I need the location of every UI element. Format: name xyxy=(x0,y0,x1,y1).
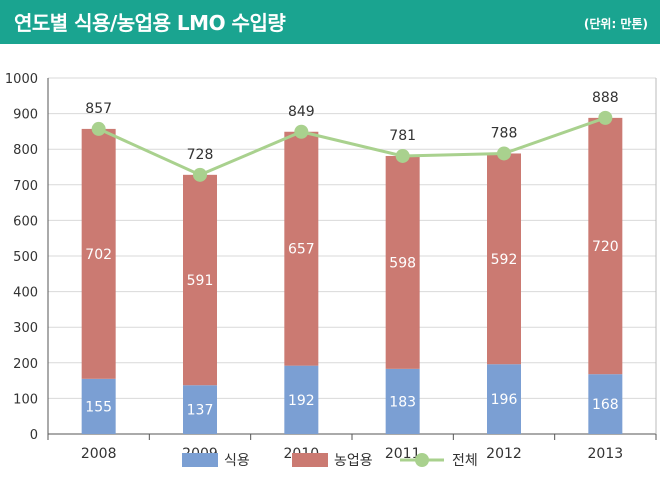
total-value-label: 788 xyxy=(491,125,518,141)
total-point xyxy=(395,148,410,163)
total-line xyxy=(98,116,606,177)
unit-label: (단위: 만톤) xyxy=(583,17,648,31)
legend-agri-swatch xyxy=(292,453,328,467)
legend-total-marker xyxy=(415,453,429,467)
bar-agri xyxy=(588,117,623,375)
bar-agri xyxy=(284,131,319,366)
legend-total-label: 전체 xyxy=(452,453,478,469)
legend-agri-label: 농업용 xyxy=(334,453,373,469)
bar-value-label: 183 xyxy=(389,394,416,410)
total-value-label: 857 xyxy=(85,101,112,117)
bar-food xyxy=(385,368,420,434)
total-point xyxy=(497,146,511,161)
y-tick-label: 1000 xyxy=(5,72,38,87)
y-tick-label: 500 xyxy=(13,250,38,265)
x-tick-label: 2012 xyxy=(486,446,522,462)
x-tick-label: 2011 xyxy=(385,446,421,462)
y-tick-label: 0 xyxy=(30,428,38,443)
total-value-label: 888 xyxy=(592,90,619,106)
bar-agri xyxy=(487,153,521,365)
total-point xyxy=(91,121,106,136)
y-tick-label: 300 xyxy=(13,321,38,336)
bar-food xyxy=(183,385,217,434)
x-tick-label: 2013 xyxy=(588,446,624,462)
total-point xyxy=(294,124,309,139)
bar-value-label: 168 xyxy=(592,397,619,413)
stacked-bar-line-chart: 0100200300400500600700800900100020082009… xyxy=(5,72,657,469)
bar-value-label: 155 xyxy=(85,399,112,415)
bar-value-label: 591 xyxy=(187,273,214,289)
bar-value-label: 702 xyxy=(85,247,112,263)
y-tick-label: 100 xyxy=(13,392,38,407)
total-value-label: 728 xyxy=(187,147,214,163)
total-value-label: 849 xyxy=(288,104,315,120)
y-tick-label: 400 xyxy=(13,286,38,301)
bar-value-label: 592 xyxy=(491,252,518,268)
bar-value-label: 720 xyxy=(592,239,619,255)
bar-food xyxy=(487,364,521,434)
bar-food xyxy=(588,374,623,434)
total-value-label: 781 xyxy=(389,128,416,144)
chart-header: 연도별 식용/농업용 LMO 수입량 (단위: 만톤) xyxy=(0,0,660,44)
y-tick-label: 200 xyxy=(13,357,38,372)
bar-value-label: 598 xyxy=(389,255,416,271)
bar-food xyxy=(81,378,116,434)
y-tick-label: 600 xyxy=(13,214,38,229)
bar-agri xyxy=(385,155,420,369)
bar-value-label: 657 xyxy=(288,242,315,258)
total-point xyxy=(193,167,207,182)
bar-agri xyxy=(183,174,217,386)
y-tick-label: 800 xyxy=(13,143,38,158)
legend-food-label: 식용 xyxy=(224,453,250,469)
bar-agri xyxy=(81,128,116,379)
x-tick-label: 2008 xyxy=(81,446,117,462)
total-point xyxy=(598,110,613,125)
y-tick-label: 900 xyxy=(13,108,38,123)
legend-food-swatch xyxy=(182,453,218,467)
chart-title: 연도별 식용/농업용 LMO 수입량 xyxy=(14,11,286,35)
bar-value-label: 137 xyxy=(187,403,214,419)
bar-food xyxy=(284,365,319,434)
bar-value-label: 196 xyxy=(491,392,518,408)
y-tick-label: 700 xyxy=(13,179,38,194)
bar-value-label: 192 xyxy=(288,393,315,409)
